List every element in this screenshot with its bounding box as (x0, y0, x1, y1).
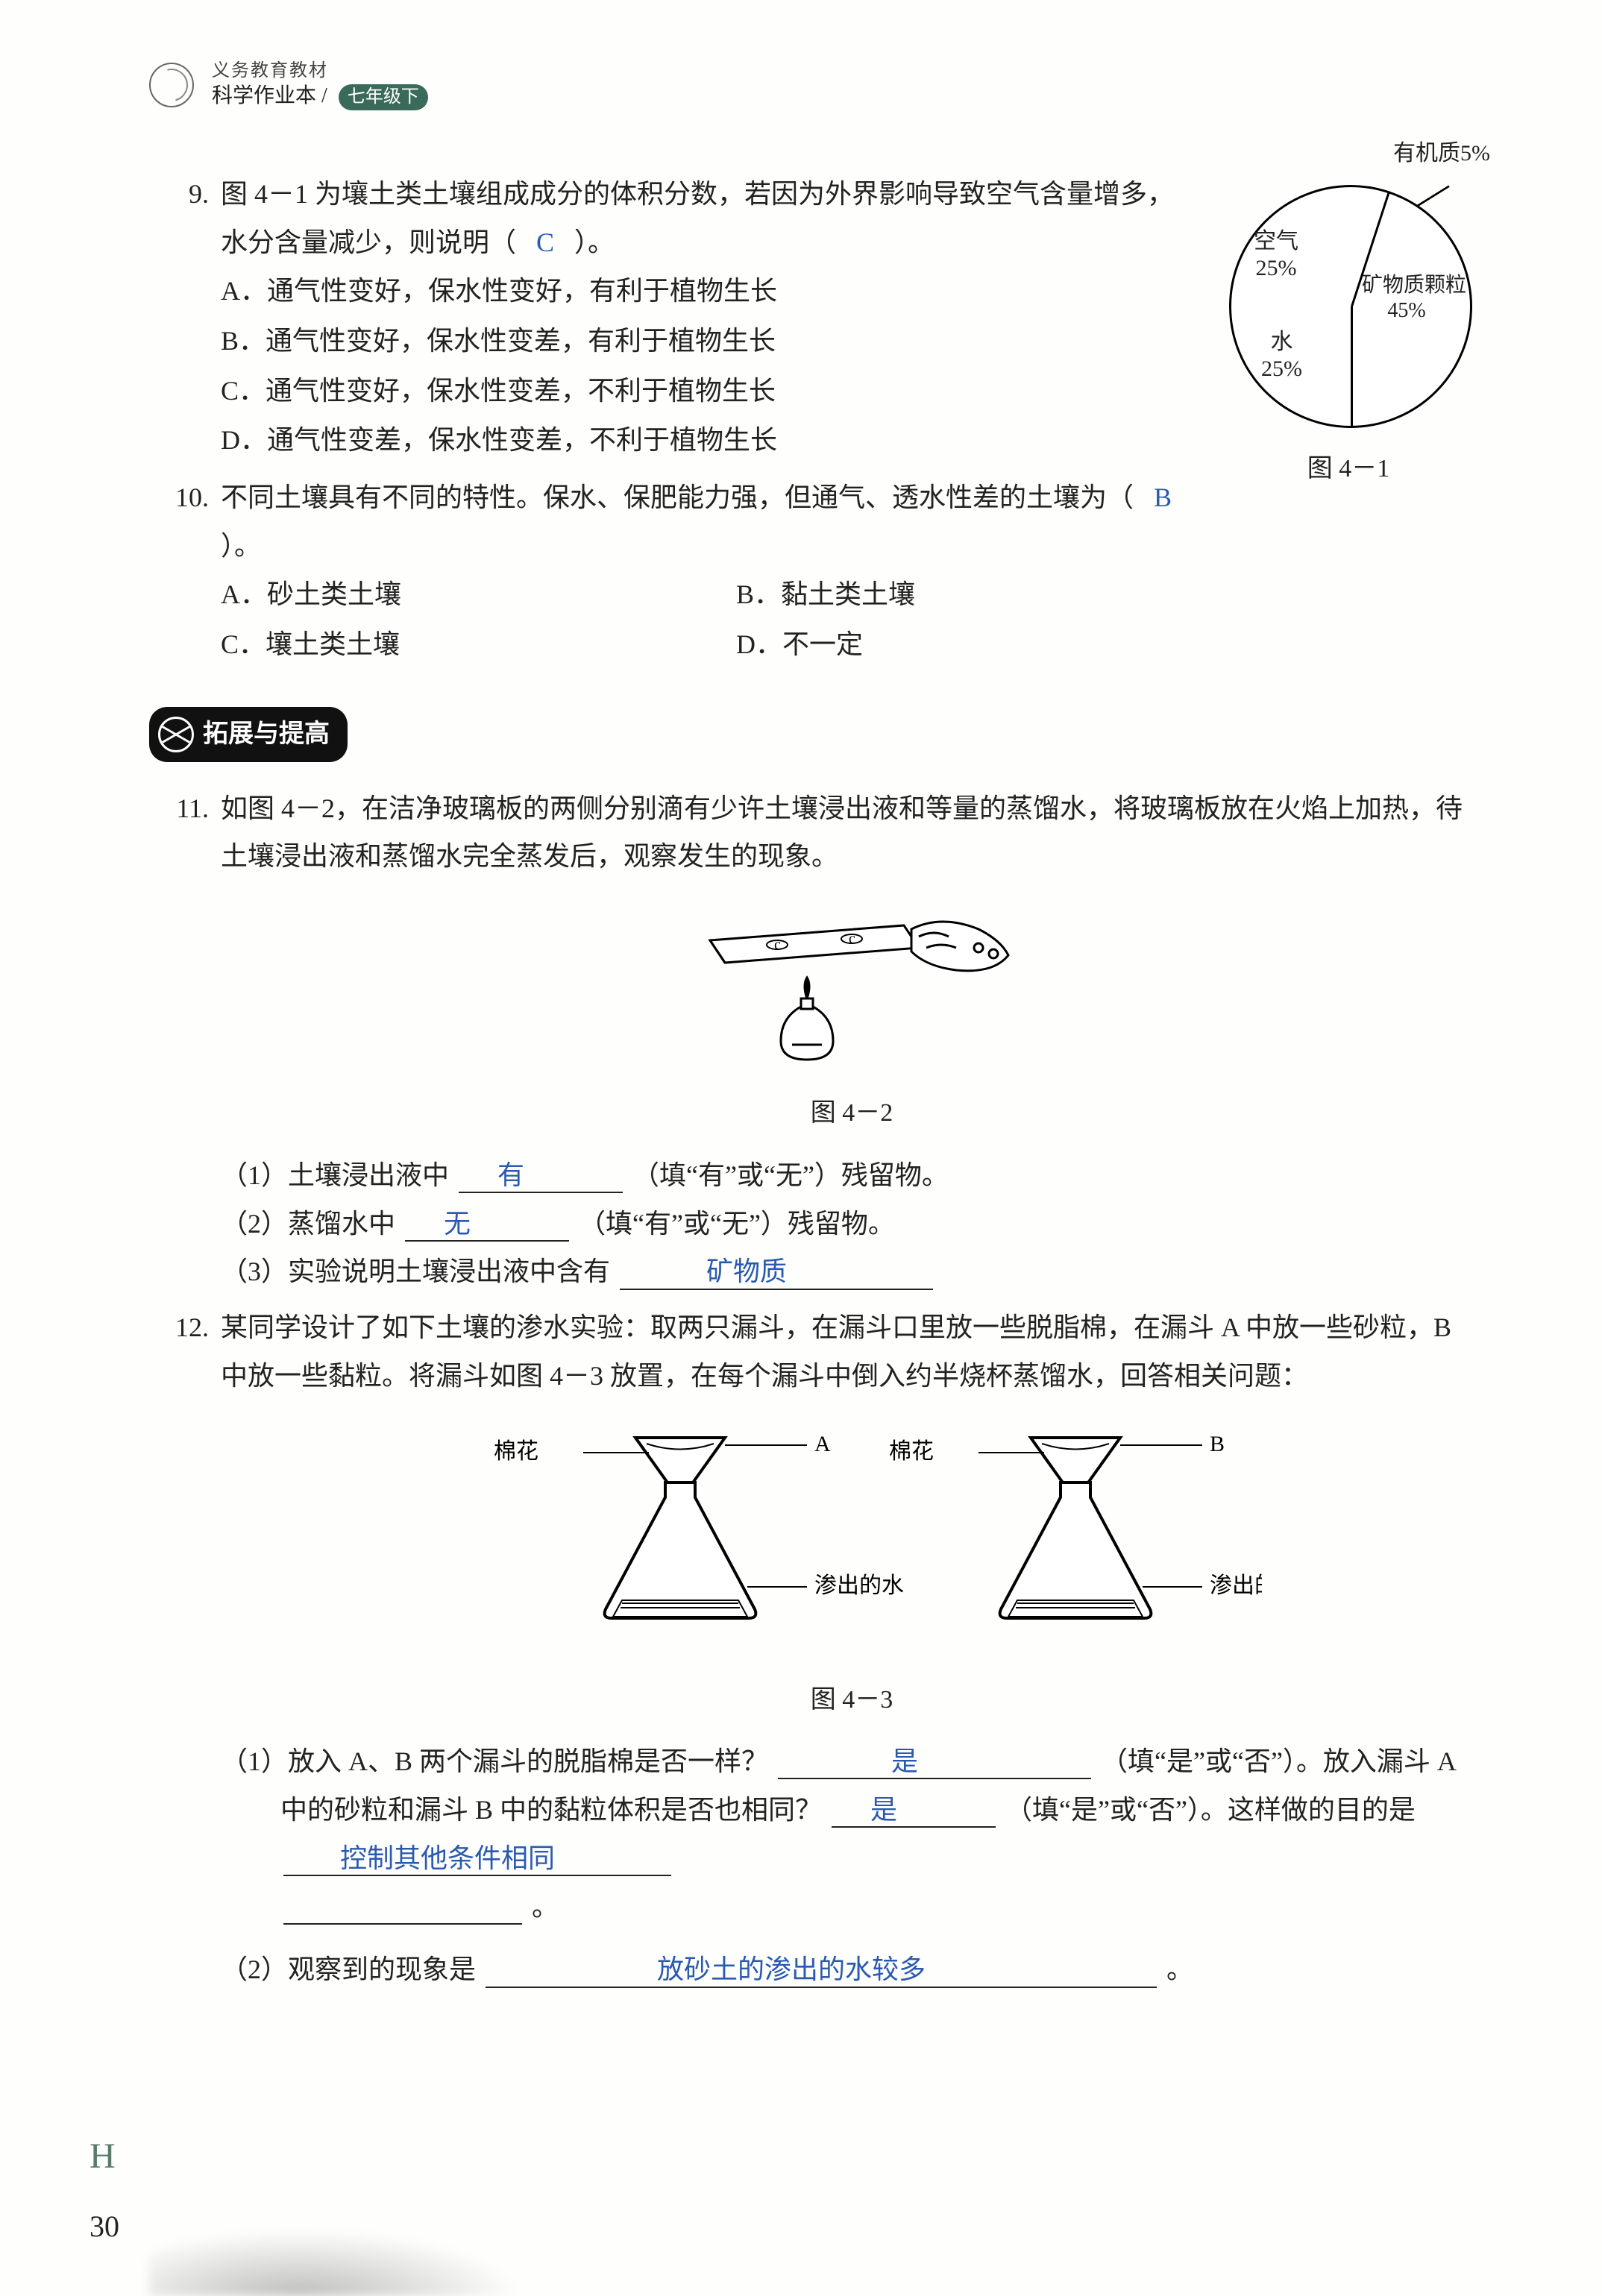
question-number: 10. (149, 474, 221, 522)
figure-4-3-svg: 棉花 A 渗出的水 (442, 1415, 1262, 1654)
label-cotton: 棉花 (494, 1439, 538, 1464)
q11-part3: （3）实验说明土壤浸出液中含有 矿物质 (221, 1248, 1483, 1296)
question-stem: 图 4－1 为壤土类土壤组成成分的体积分数，若因为外界影响导致空气含量增多，水分… (221, 179, 1174, 257)
series-label: 义务教育教材 (212, 60, 428, 83)
pie-slice-label: 矿物质颗粒 45% (1362, 273, 1466, 323)
answer-text: C (523, 218, 568, 267)
answer-text: 控制其他条件相同 (340, 1843, 555, 1873)
q11-part1: （1）土壤浸出液中 有 （填“有”或“无”）残留物。 (221, 1151, 1483, 1200)
option-b: B．通气性变好，保水性变差，有利于植物生长 (221, 317, 1192, 365)
page-number: 30 (89, 2209, 119, 2244)
figure-4-1: 有机质5% 空气 25% 水 25% 矿物质颗粒 45% (1214, 170, 1483, 491)
option-d: D．通气性变差，保水性变差，不利于植物生长 (221, 416, 1192, 465)
title-text: 科学作业本 / (212, 84, 327, 107)
option-c: C．壤土类土壤 (221, 620, 676, 669)
section-icon (158, 717, 194, 752)
page-shadow (149, 2229, 522, 2296)
figure-4-3: 棉花 A 渗出的水 (221, 1415, 1483, 1723)
question-stem: 不同土壤具有不同的特性。保水、保肥能力强，但通气、透水性差的土壤为（ (221, 482, 1134, 512)
label-a: A (814, 1432, 831, 1456)
pie-slice-label: 空气 25% (1254, 228, 1298, 282)
q11-part2: （2）蒸馏水中 无 （填“有”或“无”）残留物。 (221, 1200, 1483, 1248)
question-stem: 如图 4－2，在洁净玻璃板的两侧分别滴有少许土壤浸出液和等量的蒸馏水，将玻璃板放… (221, 784, 1483, 881)
question-stem: 某同学设计了如下土壤的渗水实验：取两只漏斗，在漏斗口里放一些脱脂棉，在漏斗 A … (221, 1303, 1483, 1400)
question-9: 9. 图 4－1 为壤土类土壤组成成分的体积分数，若因为外界影响导致空气含量增多… (149, 170, 1192, 466)
logo-icon (149, 63, 194, 107)
grade-badge: 七年级下 (339, 84, 428, 110)
question-10: 10. 不同土壤具有不同的特性。保水、保肥能力强，但通气、透水性差的土壤为（ B… (149, 474, 1192, 670)
answer-text: B (1140, 474, 1185, 522)
answer-text: 放砂土的渗出的水较多 (657, 1954, 926, 1984)
label-cotton: 棉花 (889, 1439, 934, 1464)
option-a: A．通气性变好，保水性变好，有利于植物生长 (221, 267, 1192, 315)
page-header: 义务教育教材 科学作业本 / 七年级下 (149, 60, 1483, 110)
answer-text: 无 (444, 1209, 471, 1239)
question-11: 11. 如图 4－2，在洁净玻璃板的两侧分别滴有少许土壤浸出液和等量的蒸馏水，将… (149, 784, 1483, 1297)
figure-caption: 图 4－1 (1214, 446, 1483, 491)
label-b: B (1210, 1432, 1225, 1456)
section-header-badge: 拓展与提高 (149, 707, 348, 761)
answer-text: 有 (497, 1160, 524, 1190)
q12-part2: （2）观察到的现象是 放砂土的渗出的水较多 。 (221, 1946, 1483, 1994)
header-text: 义务教育教材 科学作业本 / 七年级下 (212, 60, 428, 110)
svg-text:c: c (774, 937, 781, 953)
stem-tail: ）。 (574, 227, 615, 257)
option-a: A．砂土类土壤 (221, 570, 676, 619)
question-number: 9. (149, 170, 221, 218)
book-title: 科学作业本 / 七年级下 (212, 83, 428, 110)
answer-text: 是 (891, 1746, 918, 1776)
question-number: 12. (149, 1303, 221, 1352)
stem-tail: ）。 (221, 531, 261, 561)
figure-caption: 图 4－2 (658, 1090, 1046, 1136)
figure-caption: 图 4－3 (442, 1677, 1262, 1723)
question-number: 11. (149, 784, 221, 833)
question-12: 12. 某同学设计了如下土壤的渗水实验：取两只漏斗，在漏斗口里放一些脱脂棉，在漏… (149, 1303, 1483, 1994)
svg-text:c: c (849, 931, 855, 947)
figure-4-2-svg: c c (658, 896, 1046, 1067)
label-water-out: 渗出的水 (1210, 1573, 1262, 1598)
answer-text: 是 (870, 1795, 897, 1825)
figure-4-2: c c (221, 896, 1483, 1136)
answer-text: 矿物质 (706, 1256, 787, 1286)
option-d: D．不一定 (736, 620, 1192, 669)
label-water-out: 渗出的水 (814, 1573, 904, 1598)
option-b: B．黏土类土壤 (736, 570, 1192, 619)
pie-callout: 有机质5% (1393, 140, 1490, 167)
option-c: C．通气性变好，保水性变差，不利于植物生长 (221, 367, 1192, 415)
footer-icon: H (89, 2136, 116, 2177)
q12-part1: （1）放入 A、B 两个漏斗的脱脂棉是否一样？ 是 （填“是”或“否”）。放入漏… (221, 1737, 1483, 1931)
section-title: 拓展与提高 (203, 711, 330, 757)
pie-slice-label: 水 25% (1261, 329, 1302, 383)
